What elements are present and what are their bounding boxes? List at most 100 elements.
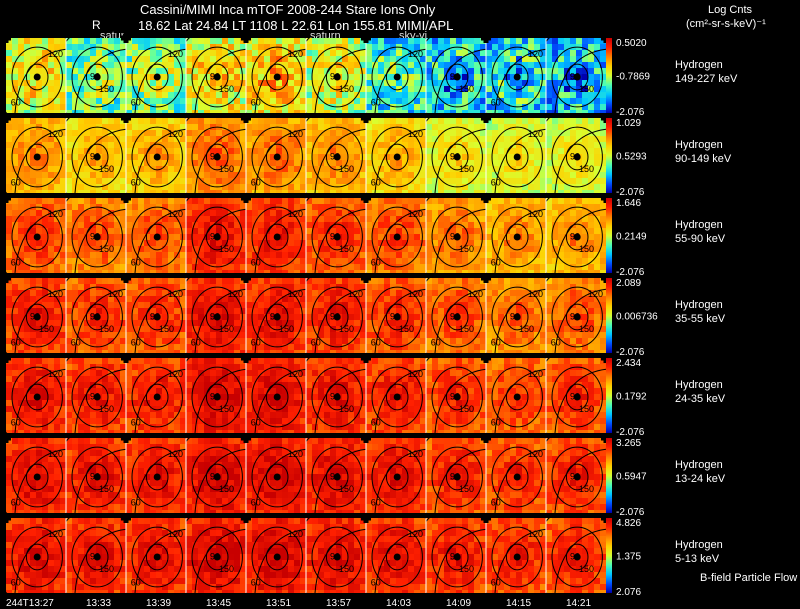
contour-label: 120 bbox=[168, 449, 183, 459]
image-panel: 60 120 bbox=[486, 38, 546, 113]
contour-label: 60 bbox=[71, 338, 81, 348]
colorbar-min: -2.076 bbox=[616, 187, 645, 198]
contour-label: 60 bbox=[371, 338, 381, 348]
image-panel: 60 120 bbox=[6, 358, 66, 433]
contour-label: 150 bbox=[339, 484, 354, 494]
contour-label: 120 bbox=[528, 449, 543, 459]
image-panel: 60 120 bbox=[126, 438, 186, 513]
image-panel: 60 120 bbox=[366, 38, 426, 113]
contour-label: 120 bbox=[48, 369, 63, 379]
image-panel: 60 120 bbox=[366, 118, 426, 193]
contour-label: 150 bbox=[339, 324, 354, 334]
contour-label: 120 bbox=[408, 529, 423, 539]
image-panel: 60 120 bbox=[6, 38, 66, 113]
contour-label: 60 bbox=[491, 578, 501, 588]
contour-label: 90 bbox=[90, 551, 100, 561]
image-panel: 60 90 120 150 bbox=[546, 278, 606, 353]
contour-label: 90 bbox=[210, 471, 220, 481]
contour-label: 150 bbox=[339, 244, 354, 254]
contour-label: 120 bbox=[168, 129, 183, 139]
contour-label: 90 bbox=[210, 151, 220, 161]
contour-label: 90 bbox=[90, 471, 100, 481]
contour-label: 60 bbox=[551, 338, 561, 348]
contour-label: 60 bbox=[371, 98, 381, 108]
contour-label: 150 bbox=[339, 564, 354, 574]
contour-label: 150 bbox=[459, 564, 474, 574]
image-panel: 60 90 120 150 bbox=[186, 278, 246, 353]
contour-label: 90 bbox=[210, 391, 220, 401]
image-panel: 60 120 bbox=[366, 198, 426, 273]
contour-label: 90 bbox=[570, 471, 580, 481]
contour-label: 150 bbox=[579, 244, 594, 254]
image-panel: 60 120 bbox=[246, 198, 306, 273]
contour-label: 60 bbox=[491, 98, 501, 108]
colorbar-min: -2.076 bbox=[616, 427, 645, 438]
contour-label: 120 bbox=[288, 529, 303, 539]
contour-label: 120 bbox=[168, 369, 183, 379]
energy-label: 149-227 keV bbox=[675, 73, 738, 85]
contour-label: 120 bbox=[48, 289, 63, 299]
colorbar-min: -2.076 bbox=[616, 267, 645, 278]
colorbar-min: 2.076 bbox=[616, 587, 641, 598]
image-panel: 60 120 bbox=[126, 38, 186, 113]
contour-label: 60 bbox=[191, 338, 201, 348]
image-panel: 60 120 bbox=[126, 518, 186, 593]
contour-label: 60 bbox=[251, 338, 261, 348]
contour-label: 60 bbox=[491, 338, 501, 348]
contour-label: 150 bbox=[339, 84, 354, 94]
image-panel: 60 90 120 150 bbox=[6, 278, 66, 353]
units-label: (cm²-sr-s-keV)⁻¹ bbox=[686, 18, 766, 30]
image-panel: 60 120 bbox=[126, 198, 186, 273]
contour-label: 90 bbox=[90, 151, 100, 161]
image-panel: 60 120 bbox=[126, 118, 186, 193]
contour-label: 60 bbox=[131, 418, 141, 428]
contour-label: 120 bbox=[168, 289, 183, 299]
contour-label: 90 bbox=[570, 71, 580, 81]
contour-label: 60 bbox=[251, 178, 261, 188]
x-tick-label: 13:51 bbox=[266, 598, 291, 609]
contour-label: 60 bbox=[251, 498, 261, 508]
contour-label: 120 bbox=[408, 49, 423, 59]
contour-label: 150 bbox=[459, 244, 474, 254]
r-label: R bbox=[92, 18, 101, 32]
contour-label: 150 bbox=[579, 84, 594, 94]
x-tick-label: 244T13:27 bbox=[6, 598, 54, 609]
image-panel: 60 120 bbox=[486, 438, 546, 513]
contour-label: 60 bbox=[491, 258, 501, 268]
contour-label: 120 bbox=[228, 289, 243, 299]
colorbar-mid: 0.006736 bbox=[616, 312, 658, 323]
colorbar-mid: 0.5947 bbox=[616, 472, 647, 483]
x-tick-label: 13:39 bbox=[146, 598, 171, 609]
species-label: Hydrogen bbox=[675, 219, 723, 231]
contour-label: 90 bbox=[330, 311, 340, 321]
contour-label: 60 bbox=[11, 178, 21, 188]
contour-label: 90 bbox=[90, 71, 100, 81]
contour-label: 60 bbox=[11, 258, 21, 268]
contour-label: 90 bbox=[330, 231, 340, 241]
contour-label: 150 bbox=[459, 164, 474, 174]
contour-label: 60 bbox=[431, 338, 441, 348]
contour-label: 150 bbox=[99, 84, 114, 94]
contour-label: 150 bbox=[219, 324, 234, 334]
contour-label: 60 bbox=[251, 98, 261, 108]
colorbar-max: 1.029 bbox=[616, 118, 641, 129]
contour-label: 90 bbox=[450, 311, 460, 321]
colorbar-mid: 0.1792 bbox=[616, 392, 647, 403]
contour-label: 120 bbox=[528, 209, 543, 219]
contour-label: 90 bbox=[270, 311, 280, 321]
image-panel: 60 120 bbox=[486, 118, 546, 193]
image-panel: 60 120 bbox=[6, 198, 66, 273]
